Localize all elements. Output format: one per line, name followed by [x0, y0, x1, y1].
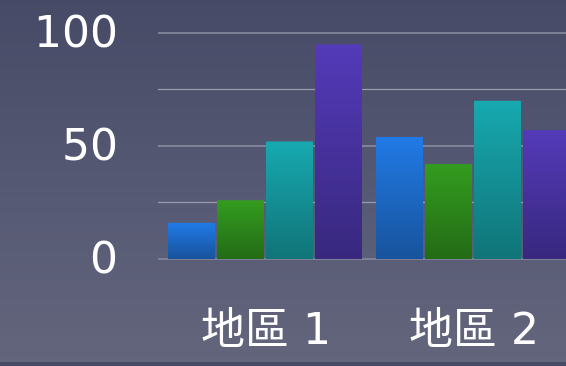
y-tick-label: 100 [34, 7, 118, 58]
bar-2-3 [474, 100, 521, 259]
bar-1-4 [315, 44, 362, 259]
x-tick-label: 地區 1 [201, 304, 331, 355]
bar-2-1 [376, 136, 423, 259]
bar-1-2 [217, 200, 264, 259]
bar-1-1 [168, 222, 215, 259]
bar-2-2 [425, 164, 472, 259]
y-tick-label: 50 [62, 120, 118, 171]
bar-2-4 [523, 130, 566, 259]
bar-1-3 [266, 141, 313, 259]
y-axis-ticks: 0 50 100 [34, 7, 118, 284]
y-tick-label: 0 [90, 233, 118, 284]
x-axis-ticks: 地區 1 地區 2 [201, 304, 539, 355]
bars [168, 44, 566, 259]
x-tick-label: 地區 2 [409, 304, 539, 355]
